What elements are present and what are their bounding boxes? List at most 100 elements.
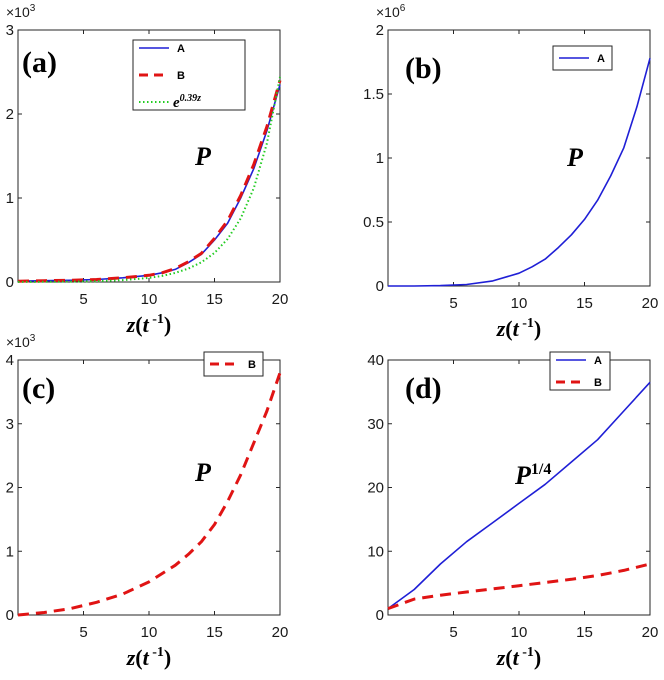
x-tick-label: 20 (642, 295, 659, 312)
x-label-close: ) (534, 316, 541, 341)
y-multiplier: ×106 (376, 3, 406, 20)
legend: A (552, 45, 613, 71)
annotation-main: P (194, 458, 212, 487)
x-tick-label: 15 (576, 624, 593, 641)
x-label-t: t (513, 316, 520, 341)
x-label-paren: ( (135, 312, 142, 337)
y-tick-label: 0.5 (363, 214, 384, 231)
curve-annotation: P (194, 458, 212, 487)
x-axis-label: z(t -1) (496, 316, 542, 341)
y-tick-label: 1.5 (363, 86, 384, 103)
x-tick-label: 20 (272, 291, 289, 308)
x-label-exp: -1 (149, 645, 164, 660)
legend: A Be0.39z (132, 39, 246, 111)
x-tick-label: 10 (511, 295, 528, 312)
series-line-A (388, 57, 651, 287)
x-label-z: z (496, 316, 506, 341)
x-axis-label: z(t -1) (126, 312, 172, 337)
y-tick-label: 3 (6, 22, 14, 39)
y-tick-label: 0 (6, 274, 14, 291)
x-tick-label: 10 (511, 624, 528, 641)
y-multiplier-exp: 3 (30, 3, 36, 14)
x-axis-label: z(t -1) (496, 645, 542, 670)
panel-label: (d) (405, 372, 442, 405)
curve-annotation: P (566, 143, 584, 172)
x-label-paren: ( (505, 316, 512, 341)
legend: B (203, 351, 264, 377)
panel-b: 0 0.5 1 1.5 2 5 10 15 20 ×106 z(t -1) (b) P A (363, 3, 658, 341)
x-tick-label: 5 (79, 291, 87, 308)
y-tick-label: 0 (6, 607, 14, 624)
legend-label: A (177, 43, 185, 55)
legend-label: B (594, 377, 602, 389)
y-multiplier-base: ×10 (6, 334, 30, 350)
x-label-t: t (143, 645, 150, 670)
x-tick-label: 15 (206, 291, 223, 308)
x-label-paren: ( (135, 645, 142, 670)
annotation-main: P (514, 461, 532, 490)
legend-label: A (597, 53, 605, 65)
x-tick-label: 20 (642, 624, 659, 641)
axes-frame (17, 359, 281, 616)
y-tick-label: 10 (367, 543, 384, 560)
panel-label: (c) (22, 372, 55, 405)
panel-label: (b) (405, 52, 442, 85)
y-tick-label: 2 (376, 22, 384, 39)
x-tick-label: 15 (576, 295, 593, 312)
panel-c: 0 1 2 3 4 5 10 15 20 ×103 z(t -1) (c) P B (6, 333, 289, 670)
legend-label: B (248, 359, 256, 371)
y-tick-label: 40 (367, 352, 384, 369)
y-tick-label: 1 (376, 150, 384, 167)
annotation-exp: 1/4 (531, 461, 551, 478)
x-axis-label: z(t -1) (126, 645, 172, 670)
panel-d: 0 10 20 30 40 5 10 15 20 z(t -1) (d) P1/4 AB (367, 351, 659, 670)
y-tick-label: 4 (6, 352, 14, 369)
legend-label: A (594, 355, 602, 367)
x-tick-label: 10 (141, 291, 158, 308)
legend: AB (549, 351, 611, 391)
x-label-exp: -1 (519, 316, 534, 331)
x-label-close: ) (164, 312, 171, 337)
y-tick-label: 1 (6, 543, 14, 560)
x-label-z: z (126, 312, 136, 337)
x-label-paren: ( (505, 645, 512, 670)
x-tick-label: 5 (449, 295, 457, 312)
legend-label: e0.39z (173, 93, 201, 111)
x-tick-label: 5 (449, 624, 457, 641)
y-tick-label: 0 (376, 607, 384, 624)
x-label-t: t (143, 312, 150, 337)
panel-label: (a) (22, 46, 57, 79)
x-label-exp: -1 (149, 312, 164, 327)
x-tick-label: 10 (141, 624, 158, 641)
legend-label: B (177, 70, 185, 82)
x-label-z: z (126, 645, 136, 670)
curve-annotation: P (194, 142, 212, 171)
x-tick-label: 15 (206, 624, 223, 641)
series-line-e039z (17, 76, 281, 283)
y-tick-label: 1 (6, 190, 14, 207)
legend-box (549, 351, 611, 391)
panel-a: 0 1 2 3 5 10 15 20 ×103 z(t -1) (a) P A Be0.39z (6, 3, 289, 337)
x-label-t: t (513, 645, 520, 670)
series-line-B (387, 562, 651, 611)
curve-annotation: P1/4 (514, 461, 551, 490)
series-line-A (17, 84, 281, 282)
legend-label-exp: 0.39z (180, 93, 202, 104)
y-tick-label: 2 (6, 106, 14, 123)
y-tick-label: 3 (6, 416, 14, 433)
annotation-main: P (194, 142, 212, 171)
x-label-close: ) (164, 645, 171, 670)
x-tick-label: 5 (79, 624, 87, 641)
annotation-main: P (566, 143, 584, 172)
x-label-z: z (496, 645, 506, 670)
y-multiplier: ×103 (6, 333, 36, 350)
series-line-B (17, 79, 282, 283)
series-line-B (17, 372, 282, 617)
legend-box (132, 39, 246, 111)
y-multiplier: ×103 (6, 3, 36, 20)
x-tick-label: 20 (272, 624, 289, 641)
y-tick-label: 2 (6, 480, 14, 497)
x-label-close: ) (534, 645, 541, 670)
y-tick-label: 30 (367, 416, 384, 433)
